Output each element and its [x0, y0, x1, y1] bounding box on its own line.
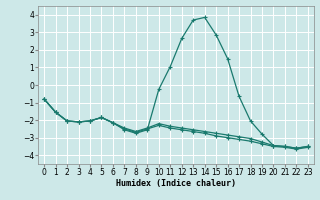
X-axis label: Humidex (Indice chaleur): Humidex (Indice chaleur): [116, 179, 236, 188]
